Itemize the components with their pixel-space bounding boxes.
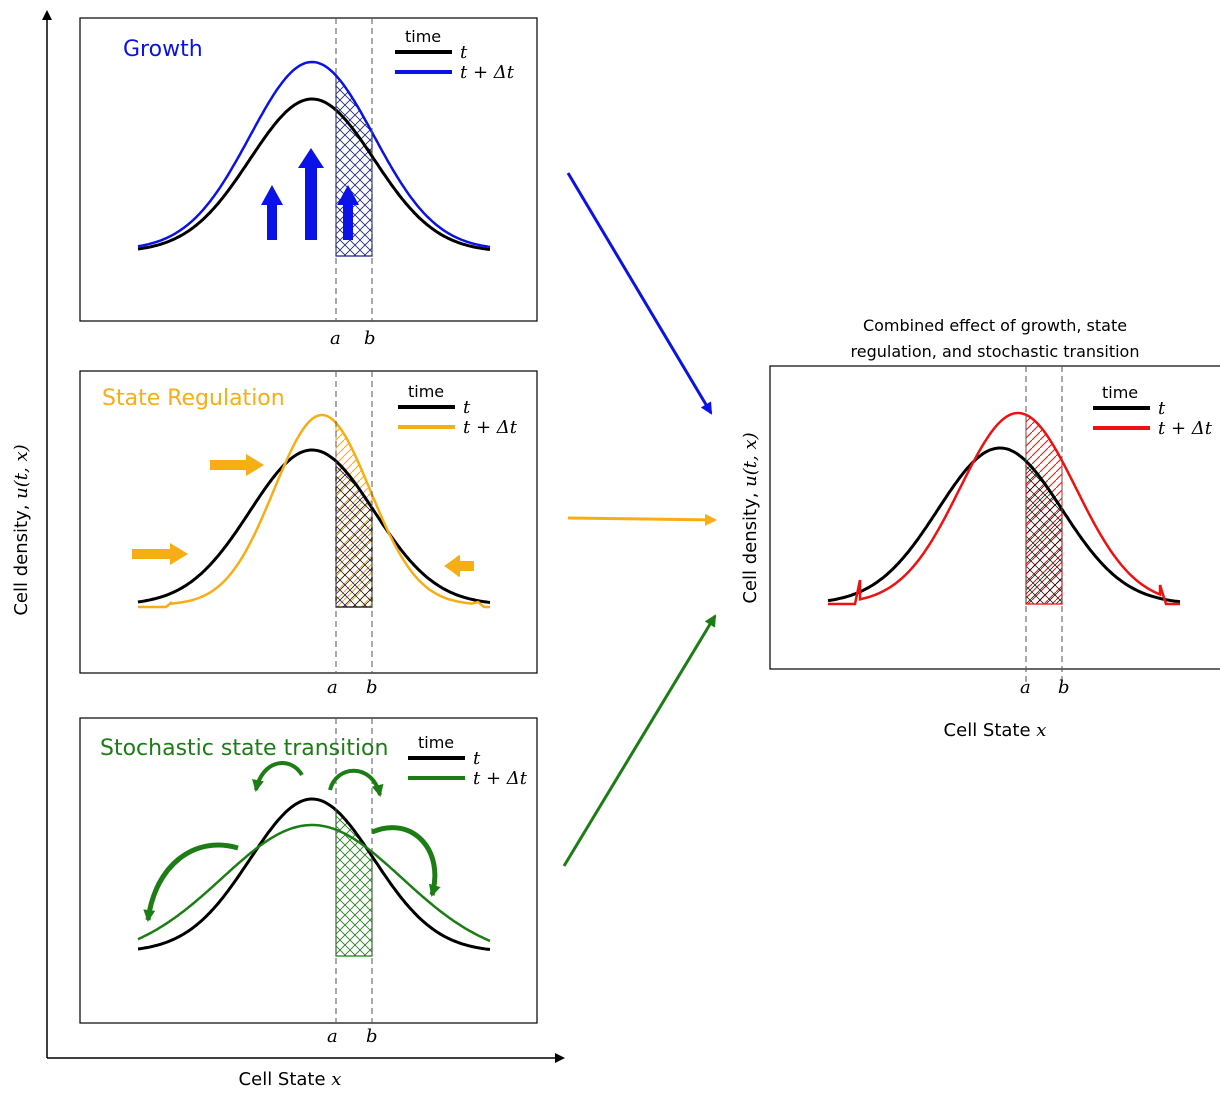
regulation-right-arrow-icon — [210, 454, 264, 476]
stochastic-title: Stochastic state transition — [100, 736, 388, 761]
growth-legend-heading: time — [405, 27, 441, 46]
combined-legend-label-t: t — [1158, 398, 1166, 419]
combined-curve-t-dt — [828, 411, 1180, 606]
combined-marker-b: b — [1058, 677, 1070, 698]
stochastic-curved-arrow-icon — [252, 761, 304, 792]
stochastic-panel-frame — [79, 717, 538, 1024]
growth-legend-label-t-dt: t + Δt — [460, 62, 515, 83]
regulation-legend-label-t: t — [463, 397, 471, 418]
regulation-title: State Regulation — [102, 386, 285, 411]
stochastic-legend-label-t-dt: t + Δt — [473, 768, 528, 789]
stochastic-curved-arrow-icon — [143, 842, 239, 922]
stochastic-curved-arrow-icon — [371, 825, 441, 897]
stochastic-curved-arrow-icon — [328, 768, 384, 797]
stochastic-marker-b: b — [366, 1026, 378, 1047]
regulation-to-combined-arrow — [567, 513, 717, 526]
combined-marker-a: a — [1020, 677, 1031, 698]
regulation-curve-t-dt — [138, 413, 490, 609]
growth-title: Growth — [123, 37, 203, 62]
growth-marker-a: a — [330, 328, 341, 349]
combined-panel: Combined effect of growth, state regulat… — [740, 316, 1220, 741]
stochastic-legend-label-t: t — [473, 748, 481, 769]
main-x-label: Cell State x — [239, 1069, 342, 1090]
regulation-curve-t — [137, 448, 491, 604]
growth-up-arrow-icon — [261, 185, 283, 240]
regulation-panel: State Regulation time t t + Δt a b — [79, 370, 538, 698]
stochastic-panel: Stochastic state transition time t t + Δ… — [79, 717, 538, 1047]
growth-marker-b: b — [364, 328, 376, 349]
stochastic-legend-heading: time — [418, 733, 454, 752]
growth-curve-t-dt — [137, 60, 491, 249]
combined-panel-frame — [769, 365, 1220, 670]
stochastic-to-combined-arrow — [562, 614, 717, 867]
combined-title-line2: regulation, and stochastic transition — [851, 342, 1140, 361]
growth-curve-t — [137, 97, 491, 251]
regulation-right-arrow-icon — [132, 543, 188, 565]
growth-panel: Growth time t t + Δt a b — [79, 17, 538, 349]
main-y-label: Cell density, u(t, x) — [11, 444, 32, 615]
regulation-left-arrow-icon — [444, 555, 474, 577]
regulation-legend-heading: time — [408, 382, 444, 401]
combined-x-label: Cell State x — [944, 720, 1047, 741]
combined-curve-t — [827, 446, 1181, 604]
stochastic-curve-t-dt — [137, 823, 491, 943]
combined-legend-label-t-dt: t + Δt — [1158, 418, 1213, 439]
combined-legend-heading: time — [1102, 383, 1138, 402]
stochastic-curve-t — [137, 797, 491, 951]
regulation-marker-a: a — [327, 677, 338, 698]
regulation-legend-label-t-dt: t + Δt — [463, 417, 518, 438]
growth-legend-label-t: t — [460, 42, 468, 63]
growth-up-arrow-icon — [337, 185, 359, 240]
growth-up-arrow-icon — [298, 148, 324, 240]
combined-y-label: Cell density, u(t, x) — [740, 432, 761, 603]
stochastic-marker-a: a — [327, 1026, 338, 1047]
growth-to-combined-arrow — [566, 172, 713, 415]
regulation-marker-b: b — [366, 677, 378, 698]
combined-title-line1: Combined effect of growth, state — [863, 316, 1127, 335]
